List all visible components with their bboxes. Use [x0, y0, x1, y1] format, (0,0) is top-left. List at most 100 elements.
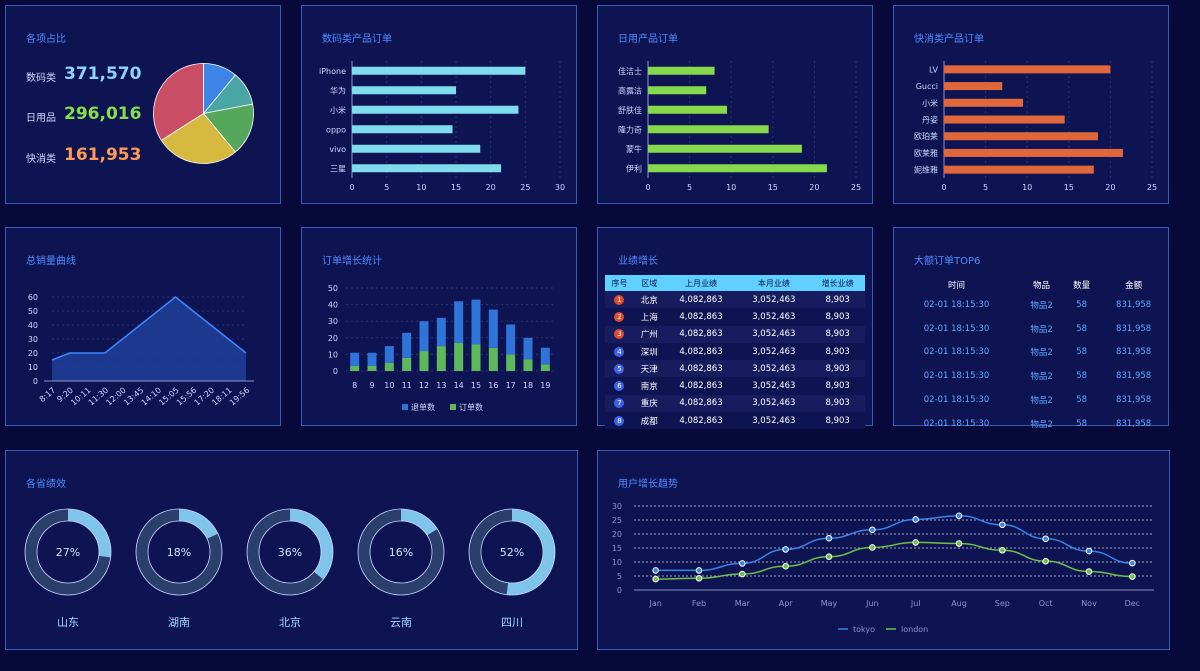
province-name: 北京 — [279, 616, 301, 629]
sales-title: 总销量曲线 — [26, 256, 76, 267]
stat-value-fmcg: 161,953 — [64, 145, 142, 165]
y-tick-label: 50 — [28, 307, 38, 316]
x-tick-label: 9 — [369, 381, 374, 390]
bar — [352, 125, 453, 134]
y-tick-label: 0 — [33, 377, 38, 386]
y-tick-label: LV — [929, 65, 939, 74]
x-tick-label: Apr — [779, 599, 794, 608]
cell-last: 4,082,863 — [664, 412, 738, 430]
legend-label: 订单数 — [459, 402, 483, 412]
bar — [648, 125, 769, 134]
series-point — [912, 539, 919, 546]
y-tick-label: 伊利 — [626, 163, 642, 173]
rank-badge: 5 — [614, 363, 625, 374]
cell-growth: 8,903 — [810, 394, 865, 413]
bar — [352, 86, 456, 95]
cell-time: 02-01 18:15:30 — [923, 347, 990, 358]
series-point — [1085, 568, 1093, 575]
cell-area: 广州 — [633, 325, 665, 343]
col-time: 时间 — [947, 281, 965, 291]
legend-swatch — [402, 404, 408, 410]
cell-qty: 58 — [1076, 395, 1088, 406]
y-tick-label: 40 — [328, 301, 338, 310]
y-tick-label: 25 — [612, 516, 622, 525]
cell-area: 南京 — [633, 377, 665, 395]
x-tick-label: 10 — [384, 381, 394, 390]
stack-segment — [523, 359, 533, 371]
share-pie-chart — [153, 63, 254, 164]
orders-title: 订单增长统计 — [322, 256, 382, 267]
top6-title: 大额订单TOP6 — [914, 256, 981, 267]
cell-area: 成都 — [633, 412, 665, 430]
series-line — [655, 541, 1133, 580]
table-row: 1 北京 4,082,863 3,052,463 8,903 — [605, 291, 865, 309]
stack-segment — [419, 351, 429, 371]
x-tick-label: 25 — [1147, 183, 1157, 192]
y-tick-label: 50 — [328, 284, 338, 293]
performance-title: 业绩增长 — [618, 256, 658, 267]
stack-segment — [488, 309, 498, 348]
fmcg-panel: 快消类产品订单 0 5 10 15 20 25 LV Gucci 小米 丹姿 欧珀莱 欧莱雅 妮维雅 — [893, 5, 1169, 204]
series-point — [739, 560, 746, 567]
donut-outline — [135, 508, 223, 596]
y-tick-label: 5 — [617, 572, 622, 581]
province-name: 四川 — [501, 616, 523, 629]
x-tick-label: 15 — [471, 381, 481, 390]
x-tick-label: Mar — [735, 599, 751, 608]
pie-slice — [160, 112, 236, 164]
y-tick-label: vivo — [329, 145, 346, 154]
cell-growth: 8,903 — [810, 342, 865, 361]
cell-amount: 831,958 — [1116, 418, 1152, 429]
col-rank: 序号 — [605, 275, 634, 291]
x-tick-label: 8:17 — [38, 386, 58, 404]
x-tick-label: 14 — [454, 381, 464, 390]
series-point — [1085, 547, 1093, 555]
donut-hole — [147, 520, 211, 584]
cell-amount: 831,958 — [1116, 371, 1152, 382]
x-tick-label: 15 — [1064, 183, 1074, 192]
fmcg-title: 快消类产品订单 — [914, 34, 984, 45]
rank-badge: 6 — [614, 381, 625, 392]
cell-area: 上海 — [633, 308, 665, 326]
y-tick-label: 0 — [333, 367, 338, 376]
performance-panel: 业绩增长 序号 区域 上月业绩 本月业绩 增长业绩 1 北京 4,082,863 3,… — [597, 227, 873, 430]
cell-time: 02-01 18:15:30 — [923, 371, 990, 382]
performance-table: 序号 区域 上月业绩 本月业绩 增长业绩 1 北京 4,082,863 3,052,4… — [605, 275, 865, 430]
series-point — [782, 562, 789, 570]
rank-badge: 3 — [614, 329, 625, 340]
x-tick-label: Aug — [951, 599, 967, 608]
x-tick-label: 17 — [506, 381, 516, 390]
legend-swatch — [450, 404, 456, 410]
table-row: 02-01 18:15:30 物品2 58 831,958 — [894, 317, 1168, 341]
series-point — [869, 526, 876, 534]
table-row: 7 重庆 4,082,863 3,052,463 8,903 — [605, 394, 865, 413]
series-point — [912, 516, 919, 523]
x-tick-label: 10 — [726, 183, 736, 192]
cell-item: 物品2 — [1030, 372, 1053, 383]
cell-area: 重庆 — [633, 394, 665, 413]
y-tick-label: 30 — [612, 502, 622, 511]
donut-percent: 52% — [500, 546, 524, 559]
x-tick-label: May — [821, 599, 838, 608]
y-tick-label: 小米 — [330, 105, 346, 115]
donut-value-arc — [401, 509, 438, 536]
x-tick-label: Feb — [692, 599, 706, 608]
series-point — [695, 567, 703, 574]
share-panel: 各项占比 数码类 371,570 日用品 296,016 快消类 161,953 — [5, 5, 281, 204]
x-tick-label: Jun — [865, 599, 879, 608]
x-tick-label: 8 — [352, 381, 357, 390]
table-row: 02-01 18:15:30 物品2 58 831,958 — [894, 412, 1168, 436]
y-tick-label: 20 — [612, 530, 622, 539]
y-tick-label: 10 — [612, 558, 622, 567]
y-tick-label: 10 — [28, 363, 38, 372]
x-tick-label: Jan — [648, 599, 661, 608]
bar — [944, 132, 1098, 141]
cell-this: 3,052,463 — [737, 412, 811, 430]
y-tick-label: 隆力奇 — [618, 124, 642, 134]
stack-segment — [506, 354, 516, 371]
cell-this: 3,052,463 — [737, 325, 811, 343]
donut-value-arc — [506, 509, 555, 595]
